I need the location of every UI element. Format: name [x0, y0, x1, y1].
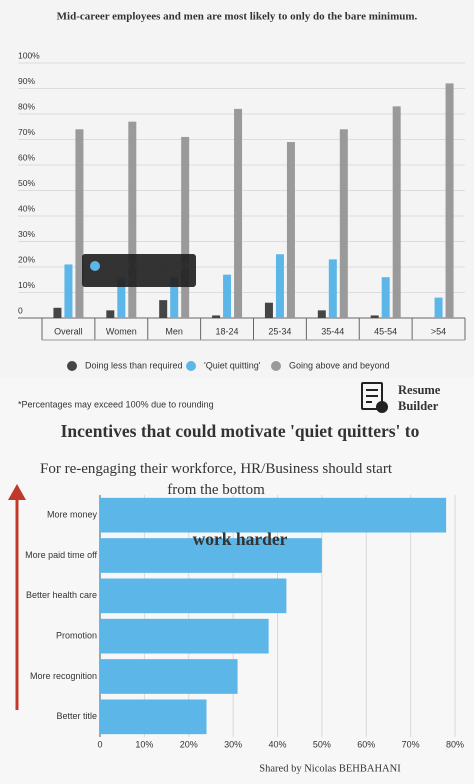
y-tick-label: 40% [18, 203, 35, 213]
chart-title-line: work harder [193, 529, 288, 549]
logo-doc [361, 382, 383, 410]
x-tick-label: 0 [97, 739, 102, 749]
chart-title-line: Incentives that could motivate 'quiet qu… [61, 421, 420, 441]
x-tick-label: 35-44 [321, 326, 344, 336]
chart-title: Mid-career employees and men are most li… [57, 11, 418, 23]
legend-swatch [271, 361, 281, 371]
x-tick-label: 30% [224, 739, 242, 749]
tooltip-box [82, 254, 196, 287]
bar [181, 136, 190, 318]
x-tick-label: Men [165, 326, 183, 336]
bar [64, 264, 73, 318]
legend-label: 'Quiet quitting' [204, 360, 261, 370]
logo-text: Builder [398, 399, 439, 413]
logo-gear [376, 401, 388, 413]
bar [212, 315, 221, 318]
y-tick-label: 90% [18, 76, 35, 86]
bar [264, 302, 273, 318]
y-tick-label: 100% [18, 50, 40, 60]
logo-icon [361, 382, 388, 413]
legend-label: Going above and beyond [289, 360, 390, 370]
bar [100, 538, 322, 573]
bar [370, 315, 379, 318]
bar [392, 106, 401, 318]
chart-title: Incentives that could motivate 'quiet qu… [61, 421, 420, 549]
x-tick-label: 20% [180, 739, 198, 749]
bar [100, 618, 269, 654]
x-tick-label: 40% [268, 739, 286, 749]
x-tick-label: Women [106, 326, 137, 336]
bar [234, 108, 243, 319]
bar [128, 121, 137, 319]
y-tick-label: Promotion [56, 631, 97, 641]
annotation-arrow [8, 484, 26, 710]
y-tick-label: 10% [18, 280, 35, 290]
y-tick-label: More money [47, 510, 98, 520]
y-tick-label: Better title [56, 711, 97, 721]
bar [434, 297, 443, 318]
y-tick-label: 80% [18, 101, 35, 111]
legend-label: Doing less than required [85, 360, 183, 370]
bar [328, 259, 337, 318]
y-tick-label: 30% [18, 229, 35, 239]
y-tick-label: 0 [18, 305, 23, 315]
x-tick-label: 80% [446, 739, 464, 749]
y-tick-label: More recognition [30, 671, 97, 681]
x-tick-label: 60% [357, 739, 375, 749]
logo-text: Resume [398, 383, 441, 397]
x-tick-label: 45-54 [374, 326, 397, 336]
y-tick-label: 50% [18, 178, 35, 188]
bar [286, 142, 295, 318]
tooltip-category: Overall [106, 272, 135, 282]
footnote: *Percentages may exceed 100% due to roun… [18, 399, 214, 409]
x-tick-label: 25-34 [268, 326, 291, 336]
legend-swatch [67, 361, 77, 371]
x-tick-label: >54 [431, 326, 446, 336]
y-tick-label: Better health care [26, 590, 97, 600]
bar [159, 300, 168, 318]
bar [53, 307, 62, 318]
bar [117, 277, 126, 318]
bar [445, 83, 454, 319]
tooltip: 'Quiet quitting': 21% Overall [82, 254, 196, 287]
bar [100, 578, 287, 614]
annotation: For re-engaging their workforce, HR/Busi… [40, 461, 393, 498]
bar [275, 254, 284, 318]
annotation-line: from the bottom [167, 482, 265, 498]
bar [100, 659, 238, 694]
y-tick-label: 20% [18, 254, 35, 264]
y-tick-label: 70% [18, 127, 35, 137]
tooltip-swatch [90, 261, 100, 271]
bar [170, 277, 179, 318]
x-tick-label: 10% [135, 739, 153, 749]
bar [100, 497, 447, 533]
bar [100, 699, 207, 735]
x-tick-label: 18-24 [216, 326, 239, 336]
legend-swatch [186, 361, 196, 371]
footer: Shared by Nicolas BEHBAHANI [259, 763, 401, 774]
tooltip-label: 'Quiet quitting': 21% [106, 260, 192, 270]
x-tick-label: 50% [313, 739, 331, 749]
bar [339, 129, 348, 318]
bar [381, 277, 390, 318]
bar [223, 274, 232, 318]
bar [317, 310, 326, 318]
x-tick-label: 70% [402, 739, 420, 749]
y-tick-label: 60% [18, 152, 35, 162]
y-tick-label: More paid time off [25, 550, 97, 560]
bar [106, 310, 115, 318]
x-tick-label: Overall [54, 326, 83, 336]
arrow-head [8, 484, 26, 500]
bar [75, 129, 84, 318]
annotation-line: For re-engaging their workforce, HR/Busi… [40, 461, 393, 477]
